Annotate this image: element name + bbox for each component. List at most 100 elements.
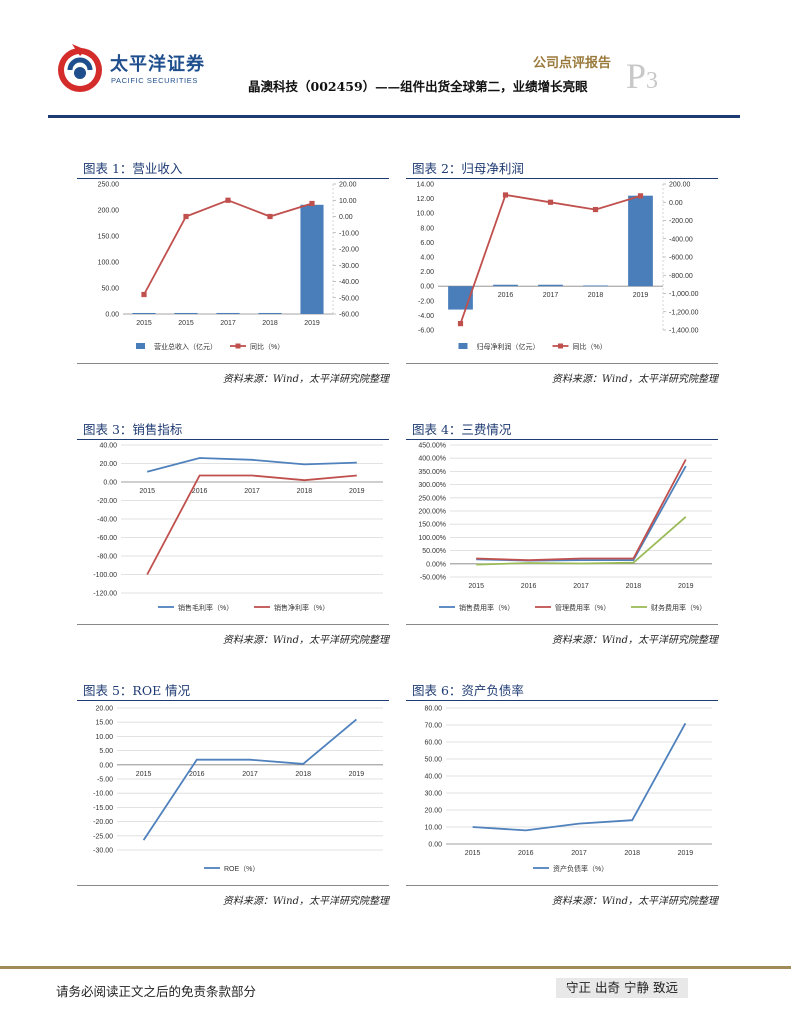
company-logo: 太平洋证券 PACIFIC SECURITIES [52,40,204,98]
y2-tick-label: 0.00 [339,214,353,221]
x-tick-label: 2017 [543,292,559,299]
x-tick-label: 2016 [189,771,205,778]
series-marker [267,213,273,220]
series-line [146,474,357,575]
bar [628,195,653,287]
legend-marker [558,343,563,349]
footer-motto: 守正 出奇 宁静 致远 [556,978,688,998]
x-tick-label: 2015 [136,320,152,327]
y2-tick-label: 20.00 [339,182,357,189]
figure-divider [77,624,389,625]
y-tick-label: -20.00 [93,819,113,826]
figure-divider [77,885,389,886]
y-tick-label: 14.00 [416,182,434,189]
y-tick-label: -30.00 [93,848,113,855]
series-line [476,465,687,562]
y-tick-label: 50.00% [422,548,446,555]
legend-label: 资产负债率（%） [553,864,608,873]
series-marker [141,291,147,298]
series-marker [502,192,509,198]
x-tick-label: 2015 [139,488,155,495]
y-tick-label: 0.00 [428,842,442,849]
legend-label: 归母净利润（亿元） [477,342,540,351]
y-tick-label: 60.00 [424,740,442,747]
legend-label: ROE（%） [224,865,259,873]
y-tick-label: 10.00 [416,211,434,218]
bar [216,312,240,314]
y-tick-label: 200.00% [418,509,446,516]
y-tick-label: -25.00 [93,833,113,840]
y-tick-label: -6.00 [418,328,434,335]
y-tick-label: 250.00% [418,495,446,502]
y-tick-label: -60.00 [97,535,117,542]
y2-tick-label: -40.00 [339,279,359,286]
y-tick-label: 10.00 [95,734,113,741]
x-tick-label: 2017 [242,771,258,778]
y-tick-label: -20.00 [97,498,117,505]
bar [493,284,518,287]
y-tick-label: 250.00 [98,182,120,189]
y-tick-label: -2.00 [418,298,434,305]
y-tick-label: 200.00 [98,208,120,215]
roe-chart: -30.00 -25.00 -20.00 -15.00 -10.00 -5.00 0.00 5… [93,706,383,873]
y-tick-label: -15.00 [93,805,113,812]
bar [538,284,563,287]
bar [174,312,198,314]
y-tick-label: 150.00% [418,522,446,529]
x-tick-label: 2019 [349,771,365,778]
bar [132,312,156,314]
y2-tick-label: 10.00 [339,198,357,205]
x-tick-label: 2017 [220,320,236,327]
y-tick-label: 8.00 [420,225,434,232]
figure-title: 图表 1：营业收入 [77,160,389,179]
figure-title: 图表 2：归母净利润 [406,160,718,179]
series-line [476,516,687,566]
x-tick-label: 2015 [468,583,484,590]
y2-tick-label: -400.00 [669,236,693,243]
y-tick-label: 20.00 [99,461,117,468]
page-number: P3 [626,58,658,94]
y2-tick-label: -10.00 [339,230,359,237]
legend-label: 财务费用率（%） [651,603,706,612]
x-tick-label: 2016 [521,583,537,590]
x-tick-label: 2019 [633,292,649,299]
x-tick-label: 2016 [192,488,208,495]
y-tick-label: 4.00 [420,255,434,262]
x-tick-label: 2016 [498,292,514,299]
page-digit: 3 [646,68,659,94]
net-profit-chart: -6.00 -4.00 -2.00 0.00 2.00 4.00 6.00 8.00 10.00… [416,182,698,352]
figure-source: 资料来源：Wind，太平洋研究院整理 [551,635,718,646]
series-line [472,722,687,832]
y-tick-label: 450.00% [418,443,446,450]
figure-source: 资料来源：Wind，太平洋研究院整理 [551,374,718,385]
brand-name-en: PACIFIC SECURITIES [111,76,198,85]
legend-label: 营业总收入（亿元） [154,342,217,351]
y-tick-label: 40.00 [99,443,117,450]
series-marker [637,193,644,199]
y-tick-label: 5.00 [99,748,113,755]
y2-tick-label: -200.00 [669,218,693,225]
legend-label: 管理费用率（%） [555,603,610,612]
y-tick-label: 0.00 [103,480,117,487]
y-tick-label: 0.00% [426,561,446,568]
figure-source: 资料来源：Wind，太平洋研究院整理 [222,896,389,907]
series-line [142,718,357,841]
x-tick-label: 2017 [571,850,587,857]
footer-disclaimer: 请务必阅读正文之后的免责条款部分 [56,984,257,999]
y-tick-label: 0.00 [99,762,113,769]
x-tick-label: 2015 [178,320,194,327]
legend-swatch [458,343,468,349]
figure-title: 图表 6：资产负债率 [406,682,718,701]
series-line [143,199,313,295]
y-tick-label: -4.00 [418,313,434,320]
series-marker [183,213,189,220]
figure-title: 图表 4：三费情况 [406,421,718,440]
series-marker [457,321,464,327]
y-tick-label: 80.00 [424,706,442,713]
figure-title: 图表 5：ROE 情况 [77,682,389,701]
y-tick-label: 10.00 [424,825,442,832]
y-tick-label: -50.00% [420,575,446,582]
figure-divider [406,624,718,625]
y-tick-label: 20.00 [95,706,113,713]
series-line [146,457,357,473]
